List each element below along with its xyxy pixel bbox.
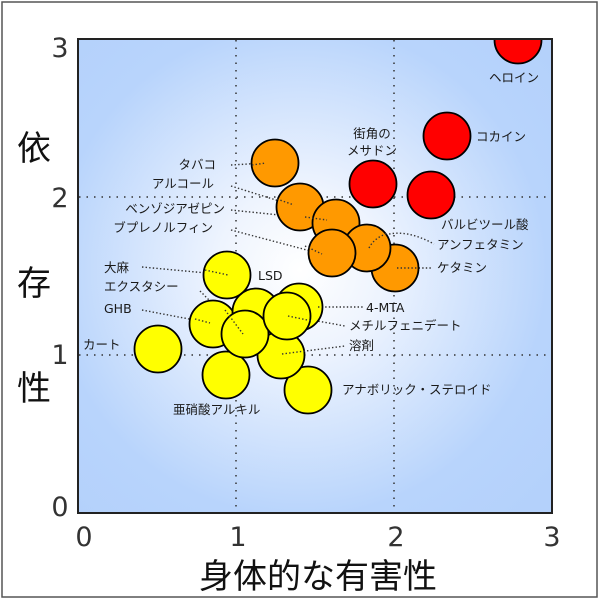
- bubble-buprenorphine[interactable]: [307, 228, 357, 278]
- label-ketamine: ケタミン: [437, 260, 487, 275]
- label-4mta: 4-MTA: [366, 300, 405, 315]
- label-alkyl-nitrites: 亜硝酸アルキル: [173, 402, 260, 417]
- point-labels: ヘロイン コカイン バルビツール酸 街角の メサドン アンフェタミン ケタミン …: [83, 70, 539, 417]
- label-benzodiazepines: ベンゾジアゼピン: [125, 201, 225, 216]
- x-tick-1: 1: [229, 522, 246, 553]
- bubble-alkyl-nitrites[interactable]: [201, 350, 251, 400]
- label-khat: カート: [83, 337, 121, 352]
- label-cannabis: 大麻: [104, 260, 130, 275]
- y-axis-title: 依 存 性: [17, 129, 51, 409]
- y-tick-0: 0: [51, 492, 68, 523]
- label-methadone-line2: メサドン: [347, 143, 397, 158]
- bubble-cocaine[interactable]: [422, 111, 472, 161]
- x-axis-title: 身体的な有害性: [199, 557, 437, 597]
- x-tick-2: 2: [387, 522, 404, 553]
- y-axis-title-char-1: 依: [17, 129, 51, 169]
- label-barbiturates: バルビツール酸: [441, 217, 529, 232]
- y-axis-title-char-3: 性: [17, 369, 51, 409]
- label-methylphenidate: メチルフェニデート: [349, 318, 462, 333]
- label-amphetamine: アンフェタミン: [437, 237, 524, 252]
- inner-leaders: [194, 162, 418, 355]
- label-solvents: 溶剤: [349, 338, 374, 353]
- bubbles: [133, 39, 543, 415]
- label-heroin: ヘロイン: [489, 70, 539, 85]
- label-lsd: LSD: [258, 268, 283, 283]
- x-tick-3: 3: [543, 522, 560, 553]
- bubble-khat[interactable]: [133, 324, 183, 374]
- label-buprenorphine: ブプレノルフィン: [113, 220, 213, 235]
- y-tick-2: 2: [51, 183, 68, 214]
- bubble-barbiturates[interactable]: [406, 170, 456, 220]
- label-ecstasy: エクスタシー: [104, 279, 179, 294]
- label-cocaine: コカイン: [476, 129, 526, 144]
- bubble-tobacco[interactable]: [250, 138, 300, 188]
- y-axis-ticks: 3 2 1 0: [51, 33, 68, 523]
- bubble-methadone[interactable]: [348, 159, 398, 209]
- bubble-ecstasy[interactable]: [220, 309, 270, 359]
- x-tick-0: 0: [75, 522, 92, 553]
- y-tick-3: 3: [51, 33, 68, 64]
- label-anabolic-steroids: アナボリック・ステロイド: [342, 382, 492, 397]
- plot-area: [78, 39, 552, 513]
- label-methadone-line1: 街角の: [353, 126, 391, 141]
- y-tick-1: 1: [51, 340, 68, 371]
- label-alcohol: アルコール: [152, 176, 214, 191]
- label-tobacco: タバコ: [178, 157, 216, 172]
- label-ghb: GHB: [104, 301, 132, 316]
- x-axis-ticks: 0 1 2 3: [75, 522, 560, 553]
- bubble-anabolic-steroids[interactable]: [283, 365, 333, 415]
- bubble-methylphenidate[interactable]: [262, 291, 312, 341]
- plot-border: [77, 38, 553, 514]
- y-axis-title-char-2: 存: [17, 264, 51, 304]
